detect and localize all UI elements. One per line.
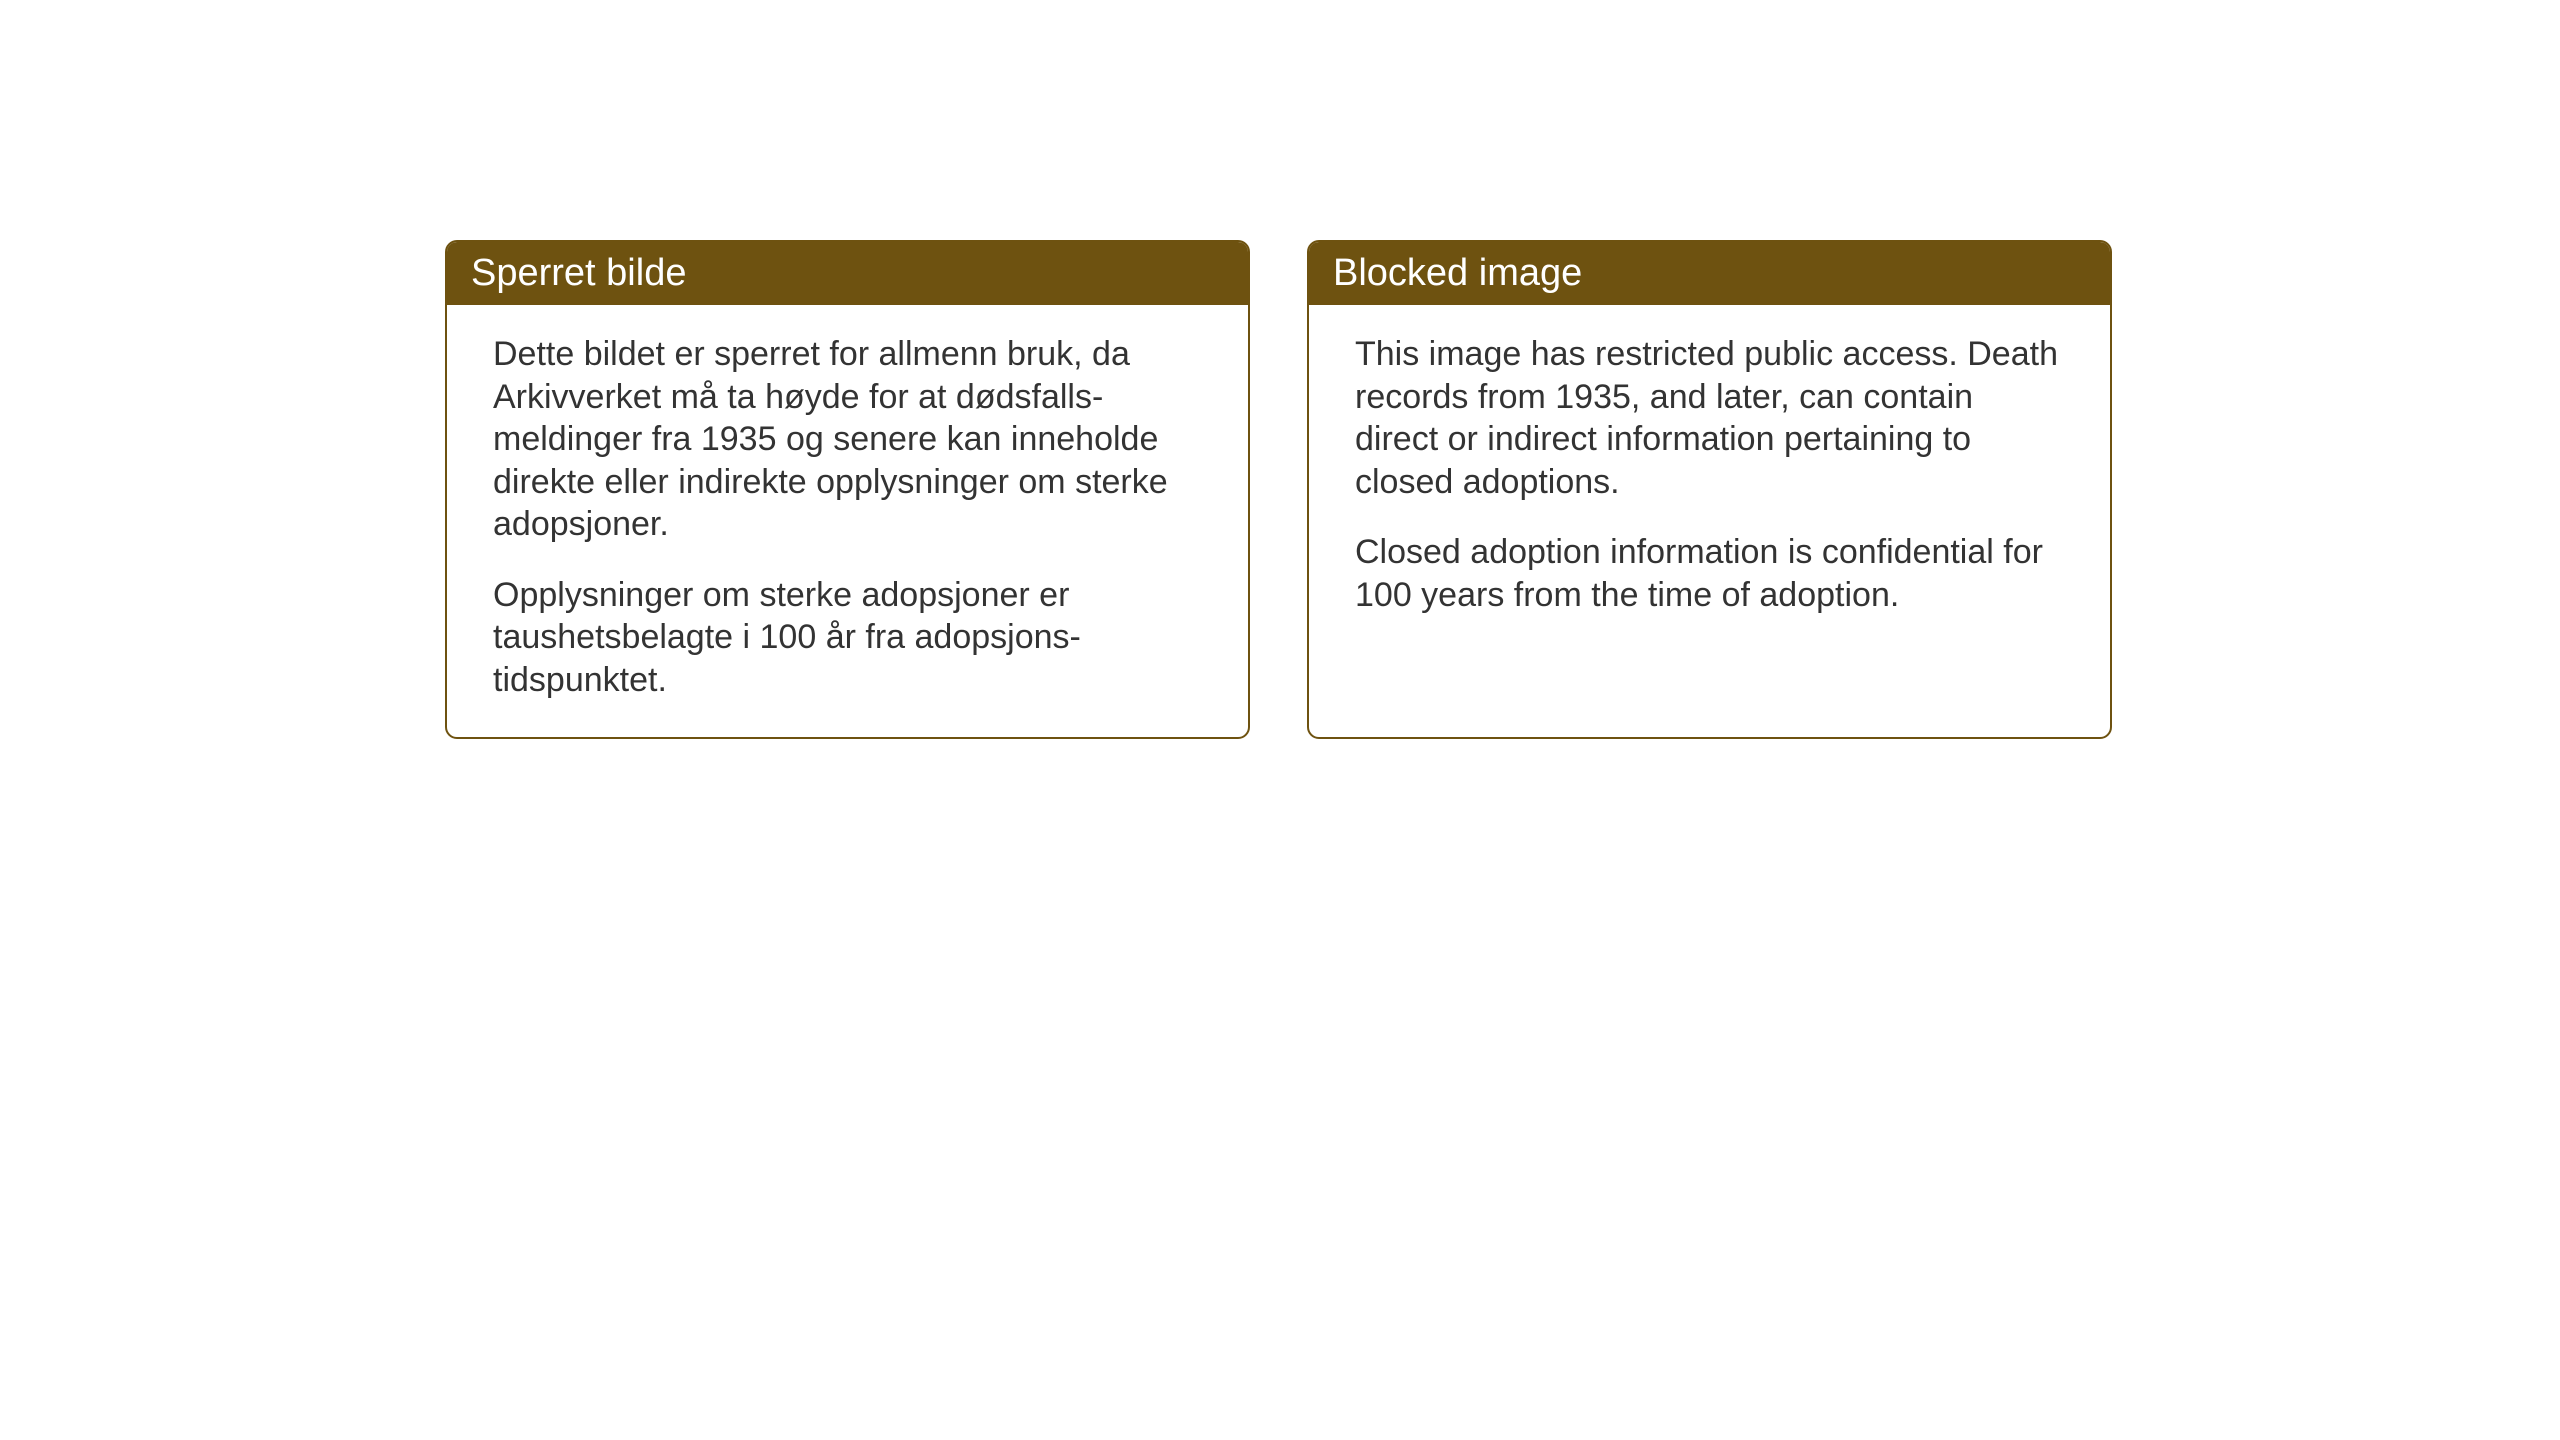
notice-box-english: Blocked image This image has restricted … [1307, 240, 2112, 739]
notice-paragraph: This image has restricted public access.… [1355, 333, 2064, 503]
notice-box-norwegian: Sperret bilde Dette bildet er sperret fo… [445, 240, 1250, 739]
notice-header-english: Blocked image [1309, 242, 2110, 305]
notice-container: Sperret bilde Dette bildet er sperret fo… [445, 240, 2112, 739]
notice-body-english: This image has restricted public access.… [1309, 305, 2110, 652]
notice-paragraph: Closed adoption information is confident… [1355, 531, 2064, 616]
notice-paragraph: Dette bildet er sperret for allmenn bruk… [493, 333, 1202, 546]
notice-body-norwegian: Dette bildet er sperret for allmenn bruk… [447, 305, 1248, 737]
notice-paragraph: Opplysninger om sterke adopsjoner er tau… [493, 574, 1202, 702]
notice-header-norwegian: Sperret bilde [447, 242, 1248, 305]
